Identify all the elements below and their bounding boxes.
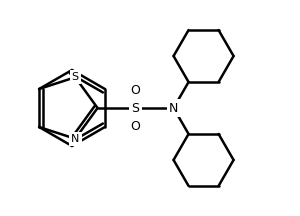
Text: N: N	[169, 102, 178, 114]
Text: S: S	[72, 72, 79, 82]
Text: O: O	[130, 119, 140, 132]
Text: N: N	[71, 134, 80, 144]
Text: O: O	[130, 84, 140, 97]
Text: S: S	[132, 102, 140, 114]
